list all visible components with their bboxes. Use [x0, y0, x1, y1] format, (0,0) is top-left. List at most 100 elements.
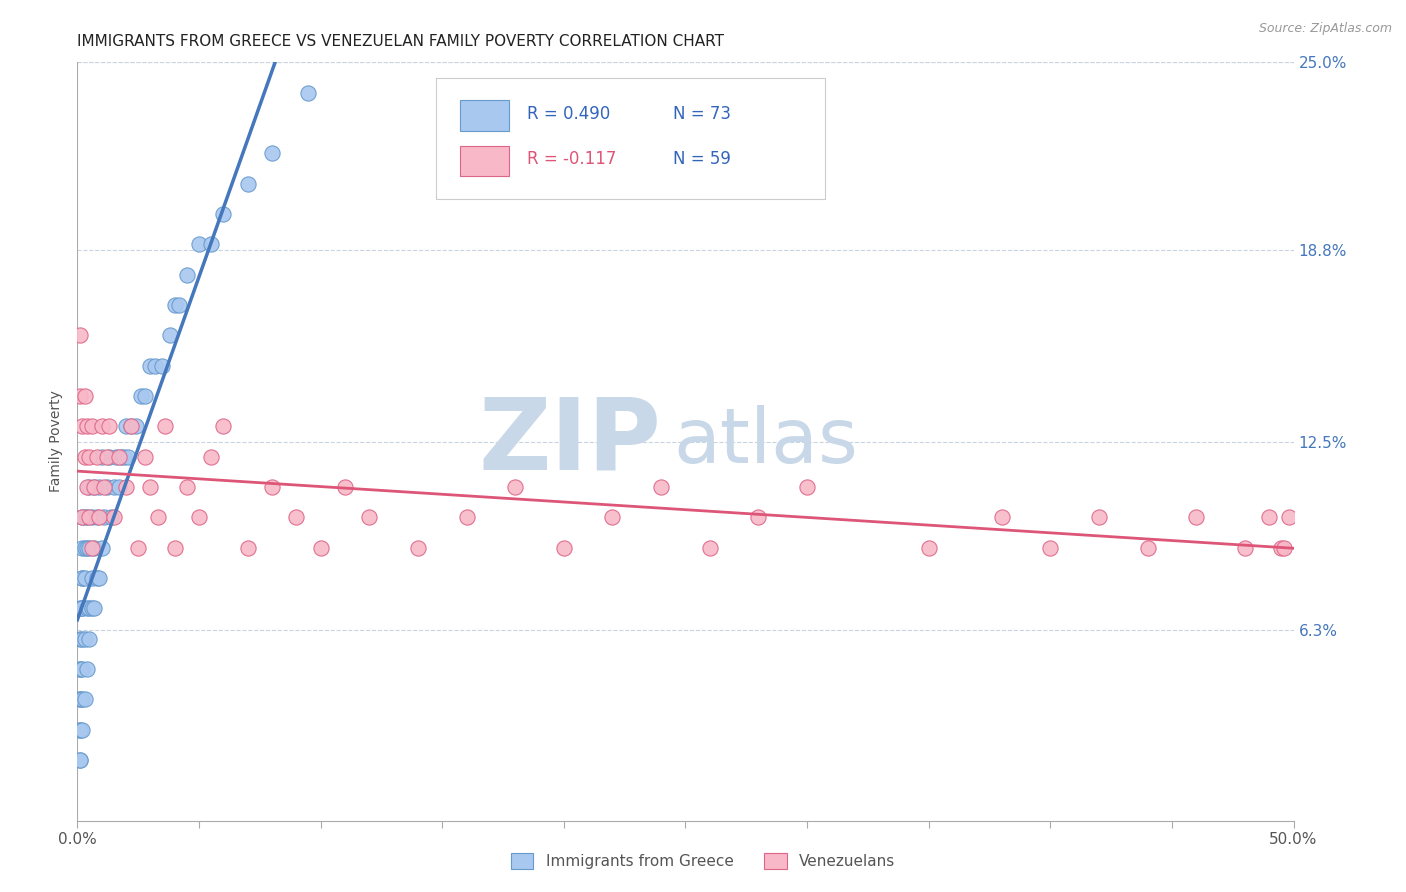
Point: [69, 632, 91, 646]
Point: [73, 692, 96, 706]
Point: [125, 419, 148, 434]
Point: [1136, 541, 1159, 555]
Point: [602, 510, 624, 524]
Point: [90, 419, 112, 434]
Point: [456, 510, 478, 524]
Point: [143, 359, 166, 373]
Point: [796, 480, 818, 494]
Point: [146, 510, 169, 524]
Point: [176, 268, 198, 282]
Point: [747, 510, 769, 524]
Point: [112, 450, 135, 464]
Text: ZIP: ZIP: [478, 393, 661, 490]
Point: [297, 86, 319, 100]
Text: N = 73: N = 73: [673, 105, 731, 123]
Point: [76, 419, 98, 434]
Point: [73, 571, 96, 585]
Point: [70, 541, 93, 555]
Point: [69, 389, 91, 403]
Bar: [460, 145, 509, 177]
Point: [699, 541, 721, 555]
Point: [260, 146, 283, 161]
Point: [86, 450, 108, 464]
Point: [79, 450, 101, 464]
Point: [83, 480, 105, 494]
Point: [69, 692, 91, 706]
Point: [1039, 541, 1062, 555]
Point: [70, 571, 93, 585]
Point: [79, 541, 101, 555]
Point: [359, 510, 381, 524]
Point: [79, 510, 101, 524]
Point: [83, 601, 105, 615]
Text: R = -0.117: R = -0.117: [527, 151, 617, 169]
Point: [1272, 541, 1295, 555]
Point: [69, 662, 91, 676]
Point: [103, 480, 125, 494]
Point: [260, 480, 283, 494]
Point: [120, 419, 142, 434]
Point: [70, 419, 93, 434]
Point: [212, 419, 235, 434]
Point: [79, 601, 101, 615]
Point: [1278, 510, 1301, 524]
Point: [650, 480, 672, 494]
Point: [163, 541, 186, 555]
Point: [80, 510, 103, 524]
Text: atlas: atlas: [673, 405, 858, 478]
Text: Source: ZipAtlas.com: Source: ZipAtlas.com: [1258, 22, 1392, 36]
Text: N = 59: N = 59: [673, 151, 731, 169]
Point: [120, 419, 142, 434]
Point: [90, 541, 112, 555]
Point: [127, 541, 149, 555]
Point: [1088, 510, 1111, 524]
Point: [69, 753, 91, 767]
Point: [97, 450, 120, 464]
Point: [309, 541, 332, 555]
Point: [79, 480, 101, 494]
Point: [110, 450, 132, 464]
Point: [76, 662, 98, 676]
Point: [93, 510, 115, 524]
Point: [200, 237, 222, 252]
Point: [236, 541, 259, 555]
Point: [83, 541, 105, 555]
Point: [129, 389, 152, 403]
Point: [89, 510, 111, 524]
Point: [139, 359, 162, 373]
Point: [1258, 510, 1281, 524]
Point: [80, 541, 103, 555]
Point: [100, 510, 122, 524]
Point: [70, 692, 93, 706]
Point: [69, 723, 91, 737]
Point: [69, 328, 91, 343]
Point: [333, 480, 356, 494]
Point: [73, 389, 96, 403]
Point: [73, 632, 96, 646]
Point: [69, 753, 91, 767]
Point: [134, 450, 156, 464]
Point: [70, 510, 93, 524]
Text: R = 0.490: R = 0.490: [527, 105, 610, 123]
Point: [406, 541, 429, 555]
Point: [107, 450, 129, 464]
Point: [70, 571, 93, 585]
Point: [117, 450, 139, 464]
Point: [1185, 510, 1208, 524]
Point: [89, 480, 111, 494]
Point: [134, 389, 156, 403]
Point: [105, 450, 128, 464]
Point: [86, 510, 108, 524]
Point: [76, 480, 98, 494]
Point: [1270, 541, 1292, 555]
Point: [285, 510, 308, 524]
Point: [80, 601, 103, 615]
Point: [163, 298, 186, 312]
Point: [73, 510, 96, 524]
Point: [80, 571, 103, 585]
Point: [76, 510, 98, 524]
Point: [93, 480, 115, 494]
Point: [79, 632, 101, 646]
Point: [503, 480, 526, 494]
Point: [97, 419, 120, 434]
